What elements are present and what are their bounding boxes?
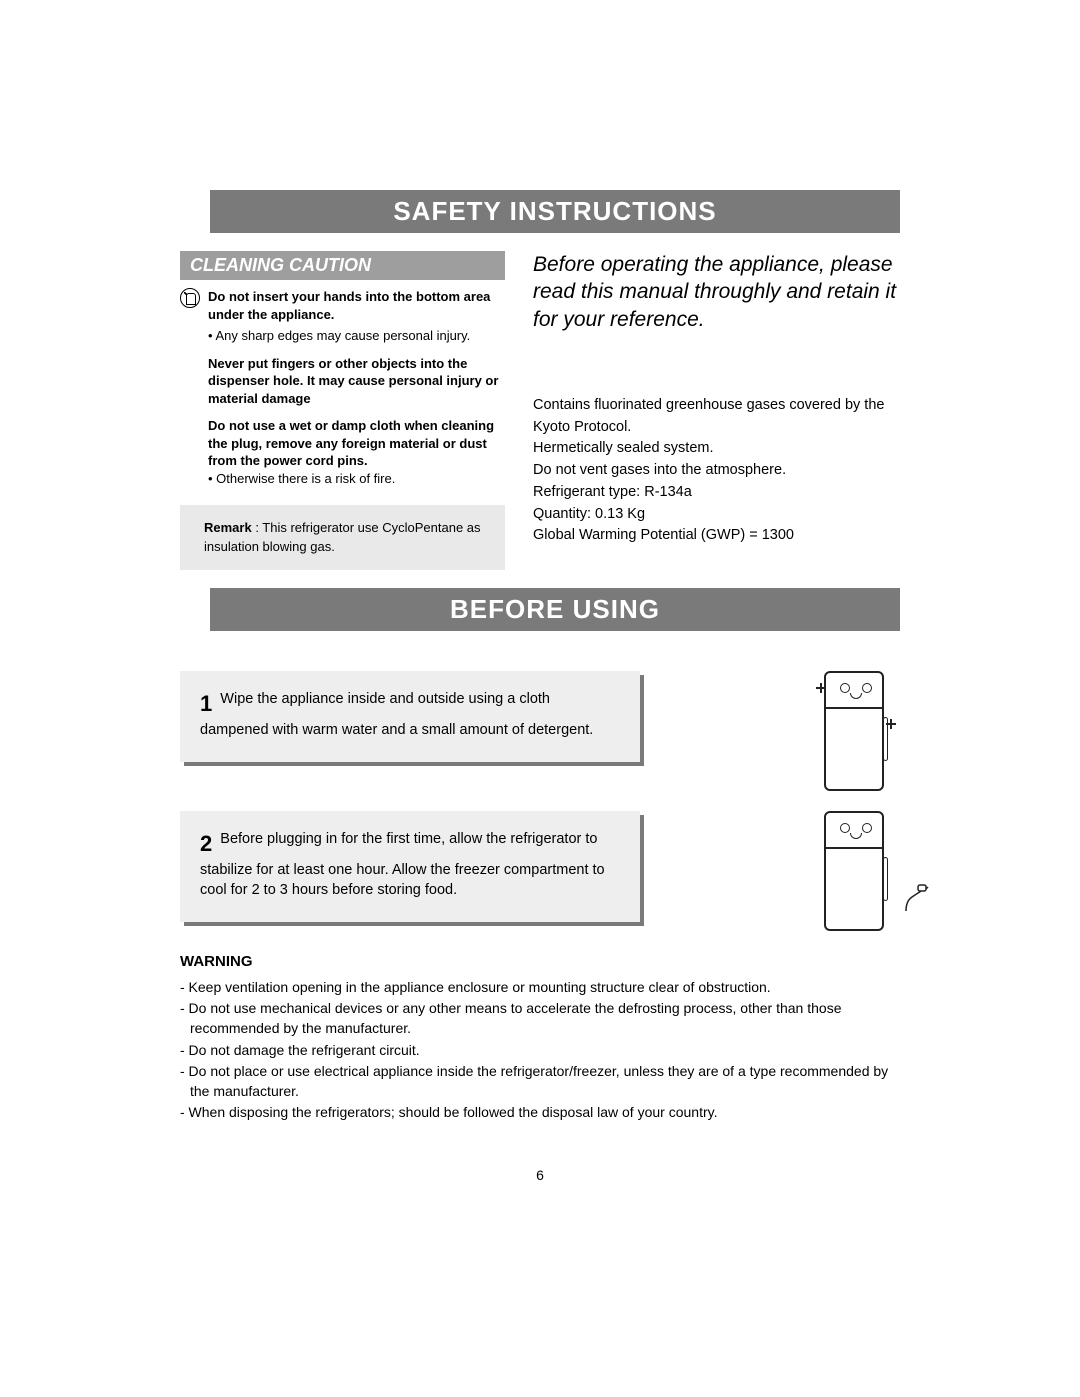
remark-box: Remark : This refrigerator use CycloPent… [180,505,505,569]
no-hand-icon [180,288,200,308]
safety-instructions-banner: SAFETY INSTRUCTIONS [210,190,900,233]
gas-line: Hermetically sealed system. [533,438,900,460]
page-number: 6 [180,1167,900,1183]
step-text: Before plugging in for the first time, a… [200,831,605,898]
step-text: Wipe the appliance inside and outside us… [200,691,593,738]
cleaning-item-1-bullet: • Any sharp edges may cause personal inj… [208,327,505,345]
fridge-plug-icon [810,811,900,931]
warning-item: - Do not damage the refrigerant circuit. [180,1041,900,1061]
cleaning-item-3-bullet: • Otherwise there is a risk of fire. [208,470,505,488]
gas-line: Global Warming Potential (GWP) = 1300 [533,525,900,547]
gas-line: Refrigerant type: R-134a [533,482,900,504]
fridge-clean-icon [810,671,900,791]
remark-label: Remark [204,520,252,535]
step-box: 1 Wipe the appliance inside and outside … [180,671,640,762]
cleaning-item-1-text: Do not insert your hands into the bottom… [208,288,505,323]
step-row-2: 2 Before plugging in for the first time,… [180,811,900,931]
warning-block: WARNING - Keep ventilation opening in th… [180,953,900,1123]
before-using-banner: BEFORE USING [210,588,900,631]
warning-item: - Do not place or use electrical applian… [180,1062,900,1101]
cleaning-caution-header: CLEANING CAUTION [180,251,505,280]
safety-two-column: CLEANING CAUTION Do not insert your hand… [180,251,900,570]
warning-item: - Keep ventilation opening in the applia… [180,978,900,998]
gas-line: Quantity: 0.13 Kg [533,504,900,526]
gas-info-block: Contains fluorinated greenhouse gases co… [533,395,900,547]
gas-line: Do not vent gases into the atmosphere. [533,460,900,482]
manual-page: SAFETY INSTRUCTIONS CLEANING CAUTION Do … [0,0,1080,1397]
step-number: 1 [200,689,212,720]
gas-line: Contains fluorinated greenhouse gases co… [533,395,900,439]
step-box: 2 Before plugging in for the first time,… [180,811,640,922]
step-number: 2 [200,829,212,860]
cleaning-item-1: Do not insert your hands into the bottom… [180,288,505,323]
cleaning-item-2-text: Never put fingers or other objects into … [208,355,505,408]
intro-paragraph: Before operating the appliance, please r… [533,251,900,333]
steps-container: 1 Wipe the appliance inside and outside … [180,671,900,931]
warning-item: - When disposing the refrigerators; shou… [180,1103,900,1123]
step-row-1: 1 Wipe the appliance inside and outside … [180,671,900,791]
warning-item: - Do not use mechanical devices or any o… [180,999,900,1038]
cleaning-caution-column: CLEANING CAUTION Do not insert your hand… [180,251,505,570]
cleaning-item-3-text: Do not use a wet or damp cloth when clea… [208,417,505,470]
intro-and-gas-column: Before operating the appliance, please r… [533,251,900,570]
warning-title: WARNING [180,953,900,970]
